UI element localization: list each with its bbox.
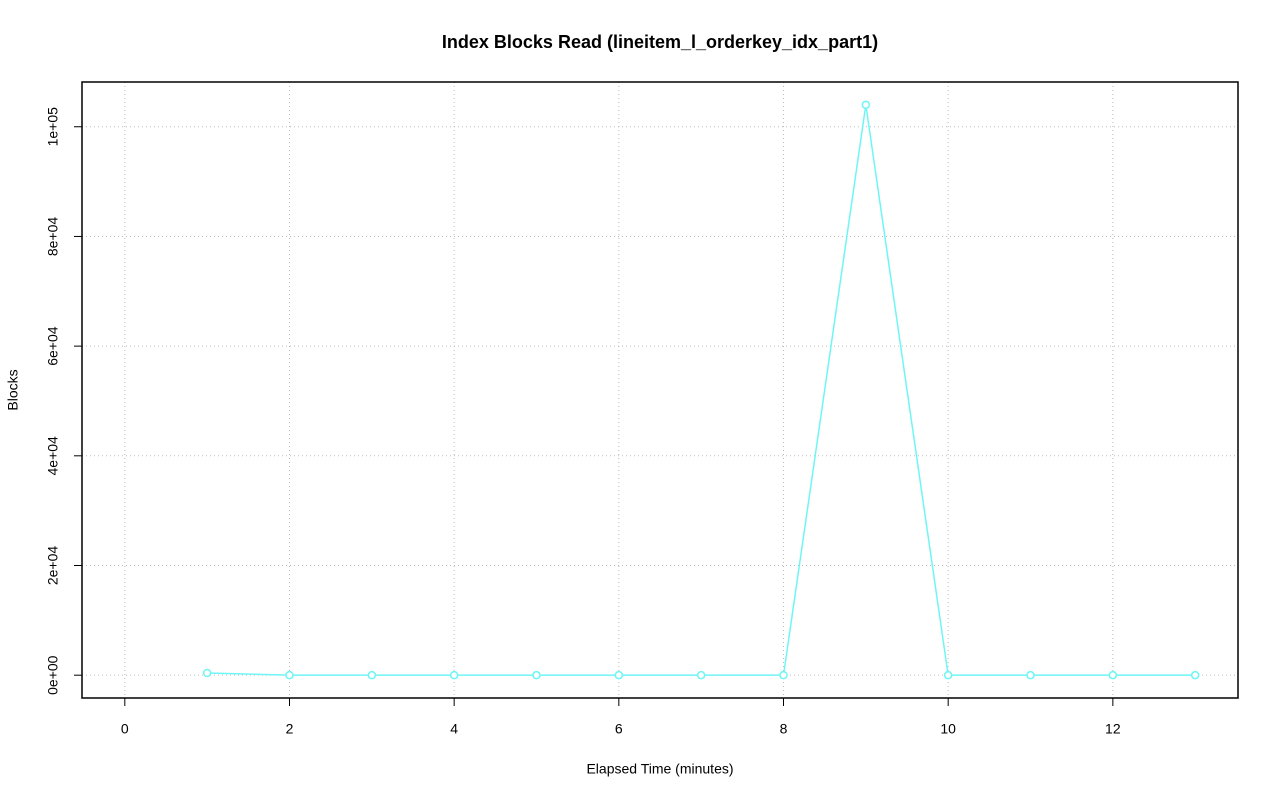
plot-frame	[81, 81, 1239, 699]
data-point	[943, 670, 953, 680]
y-tick-label: 4e+04	[45, 436, 61, 476]
x-axis-label: Elapsed Time (minutes)	[586, 761, 733, 777]
data-point	[449, 670, 459, 680]
y-tick-label: 0e+00	[45, 655, 61, 695]
y-tick-label: 2e+04	[45, 546, 61, 586]
y-tick-label: 1e+05	[45, 107, 61, 147]
data-point	[696, 670, 706, 680]
data-point	[1108, 670, 1118, 680]
data-point	[202, 668, 212, 678]
data-point	[614, 670, 624, 680]
data-point	[532, 670, 541, 680]
y-tick-label: 6e+04	[45, 326, 61, 366]
x-tick-label: 6	[615, 721, 623, 737]
data-point	[1026, 670, 1035, 680]
y-tick-label: 8e+04	[45, 217, 61, 257]
x-tick-label: 12	[1105, 721, 1121, 737]
x-tick-label: 0	[121, 721, 129, 737]
data-point	[367, 670, 377, 680]
data-point	[285, 670, 294, 680]
x-tick-label: 8	[780, 721, 788, 737]
data-point	[1190, 670, 1200, 680]
x-tick-label: 2	[286, 721, 294, 737]
x-tick-label: 10	[940, 721, 956, 737]
chart-title: Index Blocks Read (lineitem_l_orderkey_i…	[442, 32, 878, 52]
data-point	[861, 100, 871, 110]
x-tick-label: 4	[450, 721, 458, 737]
y-axis-label: Blocks	[5, 369, 21, 410]
data-point	[779, 670, 788, 680]
